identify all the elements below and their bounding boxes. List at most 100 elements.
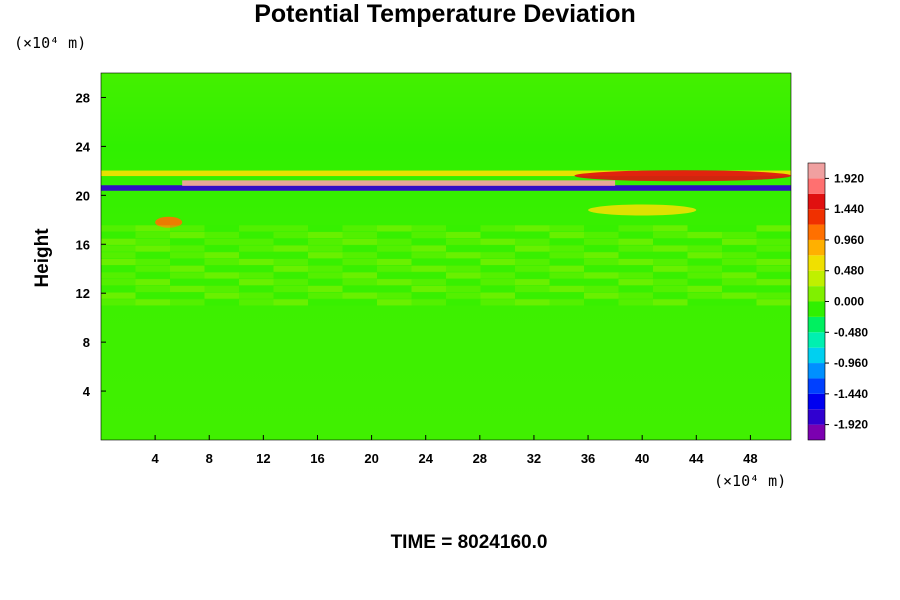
field-cell: [480, 299, 515, 306]
field-cell: [480, 238, 515, 245]
field-blob: [574, 170, 791, 182]
field-cell: [342, 279, 377, 286]
field-cell: [411, 299, 446, 306]
field-cell: [722, 272, 757, 279]
colorbar-label: -1.440: [834, 387, 868, 401]
field-cell: [101, 225, 136, 232]
field-cell: [480, 265, 515, 272]
field-cell: [584, 245, 619, 252]
x-tick-label: 12: [256, 451, 270, 466]
field-cell: [377, 292, 412, 299]
field-cell: [756, 238, 791, 245]
y-axis: 4 8 12 16 20 24 28: [76, 90, 106, 399]
field-cell: [722, 265, 757, 272]
field-cell: [756, 252, 791, 259]
field-cell: [687, 285, 722, 292]
field-cell: [342, 272, 377, 279]
y-tick-label: 8: [83, 335, 90, 350]
colorbar-cell: [808, 193, 825, 210]
field-cell: [135, 285, 170, 292]
field-cell: [101, 299, 136, 306]
field-cell: [687, 245, 722, 252]
field-cell: [549, 265, 584, 272]
field-cell: [446, 238, 481, 245]
colorbar-cell: [808, 424, 825, 440]
field-cell: [135, 258, 170, 266]
field-cell: [584, 292, 619, 299]
colorbar-label: 0.000: [834, 295, 864, 309]
field-cell: [170, 272, 205, 279]
colorbar-cell: [808, 378, 825, 394]
field-cell: [239, 252, 274, 259]
field-cell: [239, 279, 274, 286]
field-cell: [135, 279, 170, 286]
field-cell: [653, 252, 688, 259]
field-cell: [446, 232, 481, 239]
colorbar-cell: [808, 363, 825, 379]
field-cell: [342, 292, 377, 299]
field-cell: [377, 245, 412, 252]
field-cell: [722, 285, 757, 292]
field-cell: [687, 299, 722, 306]
chart-title: Potential Temperature Deviation: [254, 0, 636, 28]
field-cell: [308, 292, 343, 299]
field-cell: [653, 232, 688, 239]
field-cell: [549, 232, 584, 239]
field-cell: [204, 272, 239, 279]
field-cell: [204, 265, 239, 272]
field-cell: [446, 258, 481, 266]
field-cell: [653, 299, 688, 306]
field-cell: [584, 265, 619, 272]
field-cell: [584, 285, 619, 292]
field-cell: [515, 225, 550, 232]
colorbar-label: -0.960: [834, 356, 868, 370]
field-cell: [101, 238, 136, 245]
field-cell: [653, 225, 688, 232]
field-cell: [135, 225, 170, 232]
field-cell: [687, 279, 722, 286]
field-cell: [480, 272, 515, 279]
field-cell: [756, 232, 791, 239]
field-cell: [273, 252, 308, 259]
field-cell: [515, 292, 550, 299]
field-cell: [135, 232, 170, 239]
plot-frame: [100, 72, 792, 441]
field-cell: [549, 252, 584, 259]
field-cell: [722, 238, 757, 245]
y-tick-label: 20: [76, 188, 90, 203]
field-cell: [618, 258, 653, 266]
colorbar-cell: [808, 209, 825, 225]
field-cell: [101, 265, 136, 272]
colorbar-cell: [808, 332, 825, 348]
y-tick-label: 12: [76, 286, 90, 301]
field-cell: [239, 245, 274, 252]
field-cell: [342, 265, 377, 272]
field-cell: [101, 252, 136, 259]
field-cell: [515, 285, 550, 292]
field-cell: [204, 238, 239, 245]
field-cell: [273, 299, 308, 306]
field-cell: [411, 245, 446, 252]
field-cell: [377, 232, 412, 239]
field-cell: [101, 272, 136, 279]
field-cell: [584, 232, 619, 239]
time-value: 8024160.0: [457, 532, 548, 553]
field-cell: [204, 245, 239, 252]
field-cell: [411, 258, 446, 266]
field-cell: [653, 279, 688, 286]
field-cell: [618, 285, 653, 292]
field-cell: [480, 232, 515, 239]
field-cell: [653, 238, 688, 245]
field-cell: [273, 225, 308, 232]
field-cell: [549, 299, 584, 306]
field-cell: [446, 285, 481, 292]
field-cell: [170, 245, 205, 252]
field-cell: [653, 265, 688, 272]
field-cell: [515, 258, 550, 266]
field-cell: [687, 238, 722, 245]
field-cell: [342, 252, 377, 259]
field-cell: [618, 232, 653, 239]
field-cell: [170, 279, 205, 286]
field-cell: [411, 232, 446, 239]
field-cell: [446, 272, 481, 279]
